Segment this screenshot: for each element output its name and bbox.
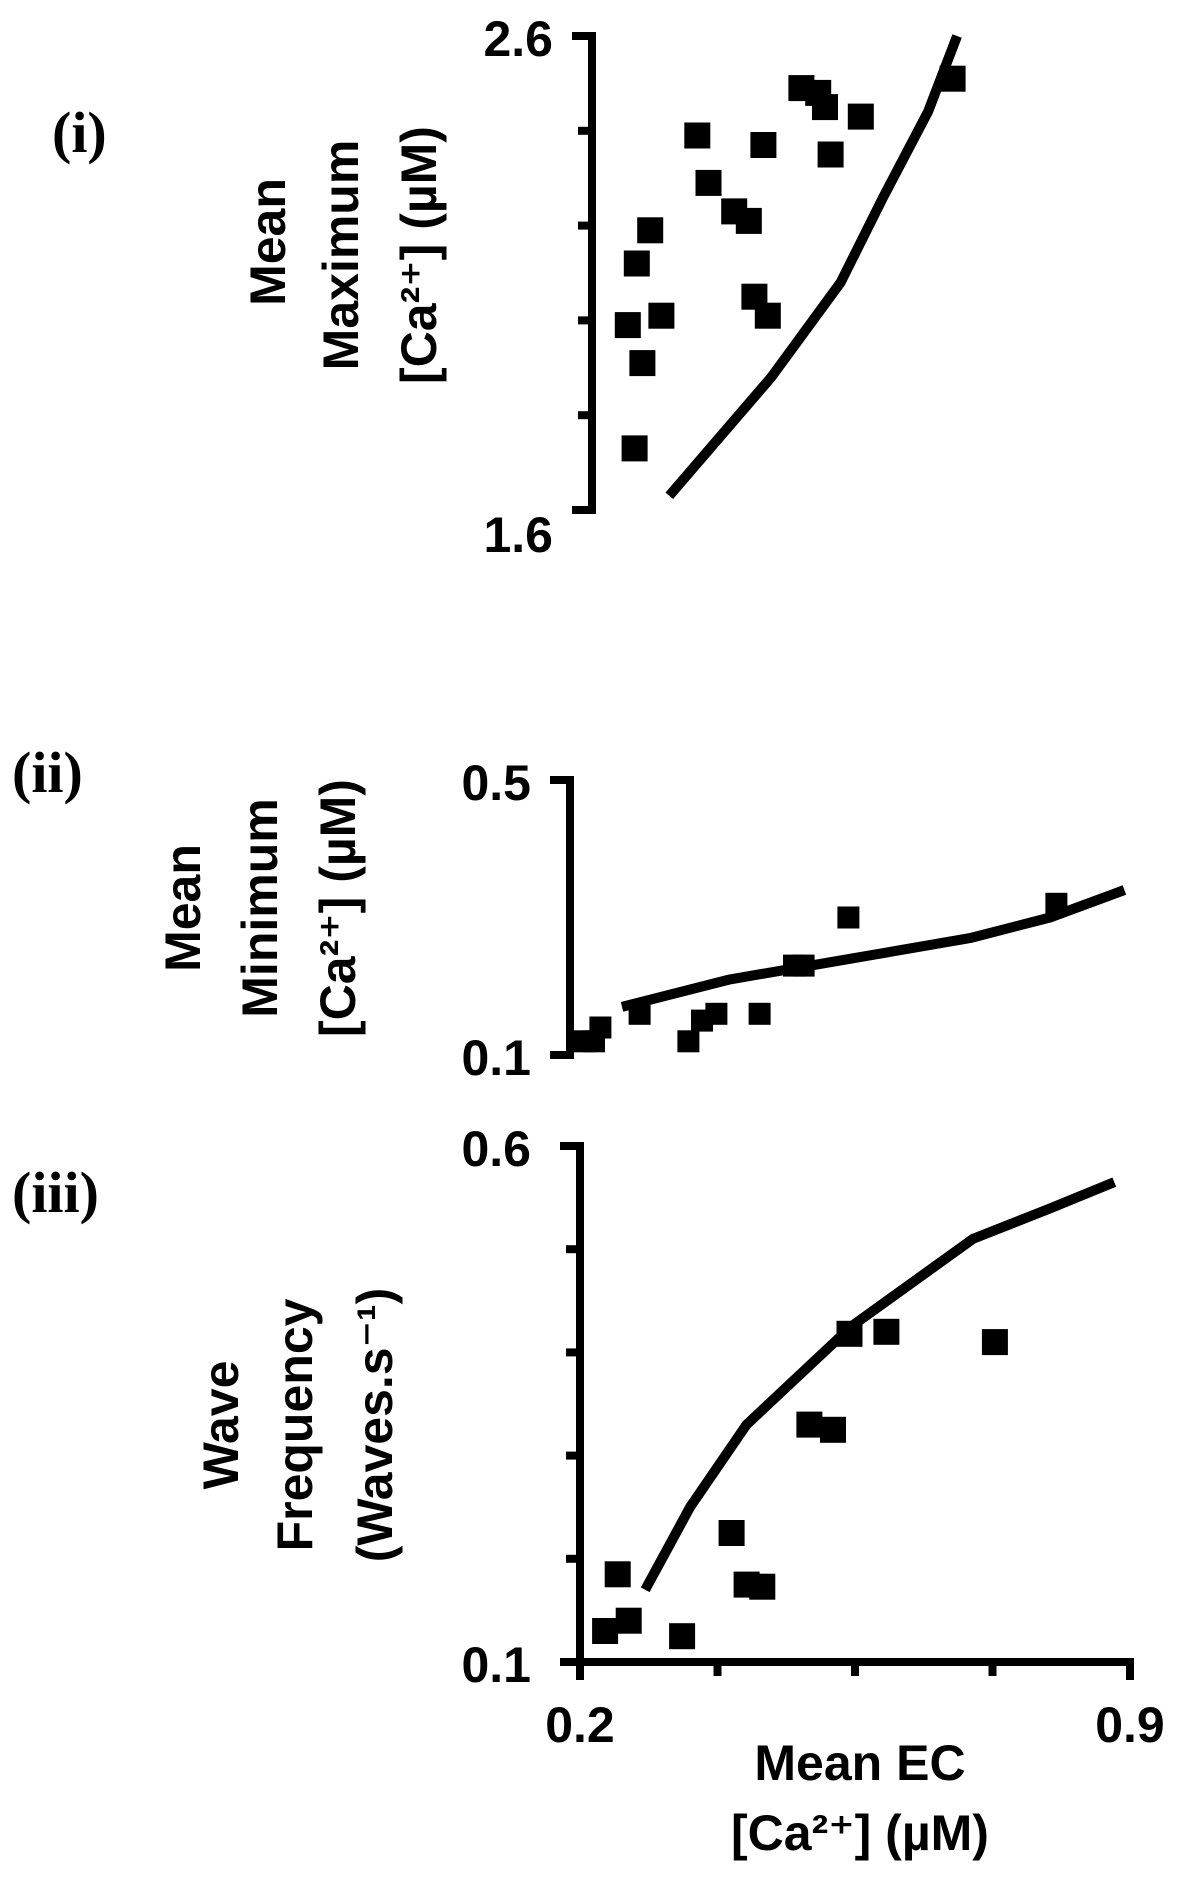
data-point	[792, 954, 815, 977]
data-point	[1045, 892, 1068, 915]
panel-iii-axes	[560, 1142, 1134, 1680]
panel-ii-ylabel-line-3: [Ca²⁺] (µM)	[310, 779, 366, 1037]
panel-iii-xlabel-line-1: Mean EC	[754, 1735, 965, 1791]
data-point	[684, 122, 711, 149]
panel-iii-xtick-right: 0.9	[1095, 1697, 1165, 1753]
data-point	[669, 1623, 696, 1650]
data-point	[837, 906, 860, 929]
panel-ii-ylabel-line-1: Mean	[155, 844, 211, 972]
data-point	[614, 312, 641, 339]
data-point	[623, 250, 650, 277]
panel-iii-xlabel-line-2: [Ca²⁺] (µM)	[731, 1805, 989, 1861]
model-line	[640, 1177, 1117, 1593]
panel-iii-label: (iii)	[12, 1160, 99, 1225]
panel-ii-ytick-bottom: 0.1	[461, 1030, 531, 1086]
panel-iii-plot-area	[592, 1177, 1117, 1650]
data-point	[629, 350, 656, 377]
panel-i-ytick-bottom: 1.6	[483, 507, 553, 563]
panel-i-ylabel-line-3: [Ca²⁺] (µM)	[391, 126, 447, 384]
panel-iii-ylabel-line-1: Wave	[193, 1361, 249, 1490]
panel-iii-xtick-left: 0.2	[545, 1697, 615, 1753]
panel-ii-y-axis	[550, 776, 574, 1059]
panel-ii-ylabel-line-2: Minimum	[232, 798, 288, 1017]
data-point	[648, 302, 675, 329]
data-point	[847, 103, 874, 130]
data-point	[637, 217, 664, 244]
data-point	[820, 1416, 846, 1443]
panel-ii-label: (ii)	[12, 740, 83, 805]
panel-iii: (iii) Wave Frequency (Waves.s⁻¹) 0.6 0.1…	[12, 1121, 1165, 1861]
data-point	[749, 1573, 776, 1600]
model-line	[665, 34, 962, 500]
panel-i-ylabel-line-2: Maximum	[313, 140, 369, 371]
panel-ii-ytick-top: 0.5	[461, 755, 531, 811]
panel-iii-ylabel-line-2: Frequency	[267, 1298, 323, 1551]
data-point	[592, 1618, 619, 1644]
data-point	[836, 1320, 863, 1347]
panel-iii-ylabel-line-3: (Waves.s⁻¹)	[347, 1288, 403, 1563]
data-point	[981, 1329, 1008, 1356]
panel-i-y-axis	[572, 32, 596, 514]
data-point	[812, 94, 838, 121]
panel-ii-plot-area	[573, 885, 1127, 1053]
panel-i-ylabel-line-1: Mean	[240, 178, 296, 306]
data-point	[939, 65, 966, 92]
panel-i: (i) Mean Maximum [Ca²⁺] (µM) 2.6 1.6	[52, 11, 966, 563]
panel-iii-ytick-top: 0.6	[461, 1121, 531, 1177]
data-point	[677, 1030, 700, 1053]
data-point	[735, 207, 762, 234]
data-point	[621, 435, 648, 462]
panel-ii: (ii) Mean Minimum [Ca²⁺] (µM) 0.5 0.1	[12, 740, 1127, 1086]
data-point	[695, 169, 722, 196]
data-point	[615, 1607, 642, 1634]
data-point	[796, 1411, 823, 1438]
panel-i-plot-area	[614, 34, 966, 500]
data-point	[589, 1016, 612, 1039]
data-point	[817, 141, 844, 168]
data-point	[705, 1002, 728, 1025]
panel-i-label: (i)	[52, 100, 107, 165]
data-point	[628, 1002, 651, 1025]
data-point	[718, 1520, 745, 1546]
data-point	[754, 302, 781, 329]
panel-i-ytick-top: 2.6	[483, 11, 553, 67]
data-point	[748, 1002, 771, 1025]
data-point	[750, 132, 777, 158]
panel-iii-ytick-bottom: 0.1	[461, 1637, 531, 1693]
data-point	[873, 1318, 900, 1345]
data-point	[604, 1561, 631, 1588]
